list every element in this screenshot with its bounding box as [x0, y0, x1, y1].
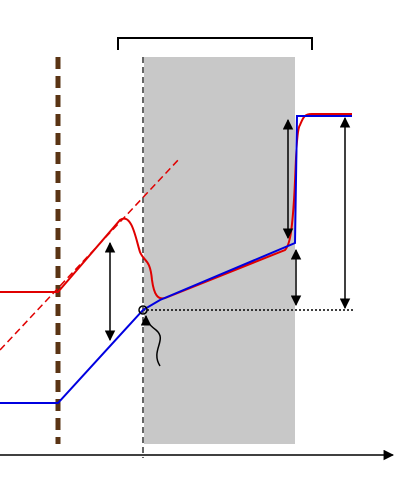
shaded-region: [144, 57, 295, 444]
pointer-arrow: [140, 314, 162, 367]
bracket: [117, 37, 313, 50]
blue-curve: [0, 115, 352, 404]
red-curve: [0, 113, 352, 300]
point-marker: [138, 305, 148, 315]
